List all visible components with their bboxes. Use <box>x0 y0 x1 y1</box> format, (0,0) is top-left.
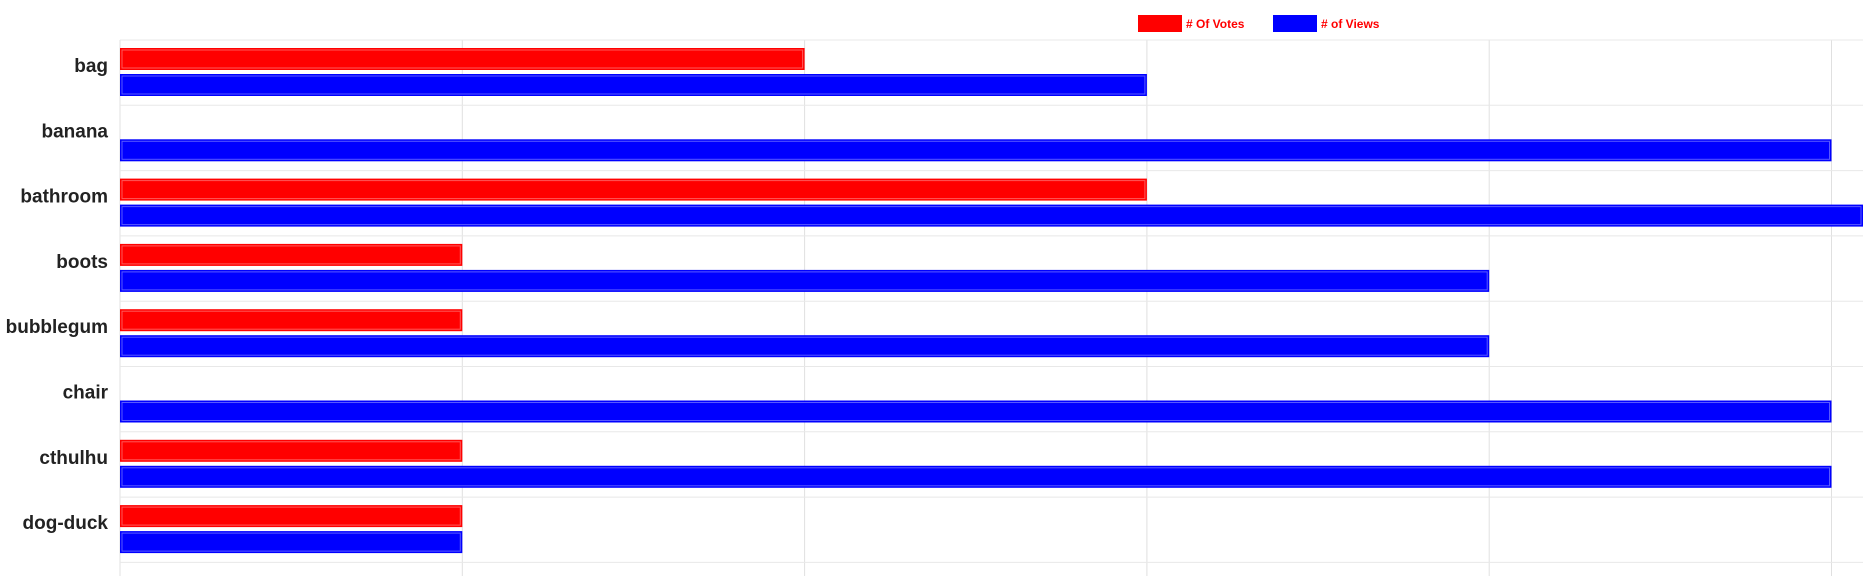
bar-of-votes-dog-duck[interactable] <box>120 505 462 527</box>
bar-of-views-bag[interactable] <box>120 74 1147 96</box>
category-label: bathroom <box>20 187 108 208</box>
bar-of-votes-boots[interactable] <box>120 244 462 266</box>
bar-of-votes-cthulhu[interactable] <box>120 440 462 462</box>
category-label: banana <box>41 121 108 142</box>
bar-of-votes-bathroom[interactable] <box>120 179 1147 201</box>
bar-of-votes-bag[interactable] <box>120 48 805 70</box>
bar-of-views-bathroom[interactable] <box>120 205 1863 227</box>
category-label: bag <box>74 56 108 77</box>
legend[interactable]: # Of Votes # of Views <box>1138 15 1380 32</box>
category-label: boots <box>56 252 108 273</box>
category-label: dog-duck <box>23 513 109 534</box>
category-label: bubblegum <box>6 317 108 338</box>
legend-label-of-votes[interactable]: # Of Votes <box>1186 17 1245 31</box>
bar-of-views-banana[interactable] <box>120 139 1832 161</box>
bar-of-views-cthulhu[interactable] <box>120 466 1832 488</box>
bar-of-views-dog-duck[interactable] <box>120 531 462 553</box>
bar-of-votes-bubblegum[interactable] <box>120 309 462 331</box>
legend-label-of-views[interactable]: # of Views <box>1321 17 1380 31</box>
category-labels: bag banana bathroom boots bubblegum chair cthu… <box>6 56 109 534</box>
bars <box>120 48 1863 553</box>
bar-of-views-bubblegum[interactable] <box>120 335 1489 357</box>
legend-swatch-of-views[interactable] <box>1273 15 1317 32</box>
legend-swatch-of-votes[interactable] <box>1138 15 1182 32</box>
grid-lines <box>120 40 1863 576</box>
bar-of-views-chair[interactable] <box>120 401 1832 423</box>
category-label: chair <box>63 383 109 404</box>
bar-of-views-boots[interactable] <box>120 270 1489 292</box>
category-label: cthulhu <box>39 448 108 469</box>
